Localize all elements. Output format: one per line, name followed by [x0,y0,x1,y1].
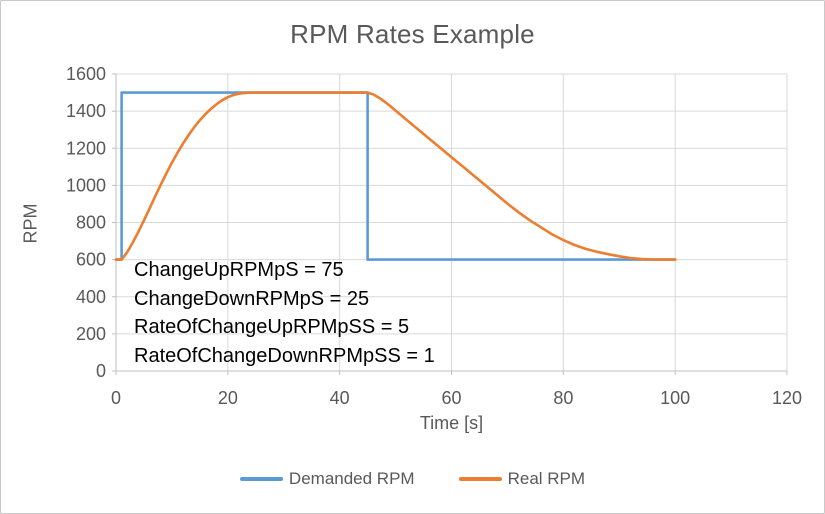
x-tick-label: 80 [553,388,573,408]
y-tick-label: 0 [96,361,106,381]
y-tick-label: 1200 [66,138,106,158]
annotation-line: ChangeUpRPMpS = 75 [134,259,344,281]
y-tick-label: 600 [76,250,106,270]
x-tick-label: 60 [441,388,461,408]
x-tick-label: 100 [660,388,690,408]
legend-label: Real RPM [507,469,586,488]
legend-label: Demanded RPM [288,469,415,488]
x-axis-title: Time [s] [419,413,484,433]
annotation-line: RateOfChangeDownRPMpSS = 1 [134,344,435,367]
series-line-real-rpm [114,91,677,261]
annotation-text-box: ChangeUpRPMpS = 75 ChangeDownRPMpS = 25 … [134,256,435,370]
annotation-line: RateOfChangeUpRPMpSS = 5 [134,316,410,338]
x-tick-label: 40 [330,388,350,408]
x-tick-label: 120 [772,388,802,408]
legend-item-real-rpm: Real RPM [458,469,586,489]
y-tick-label: 800 [76,213,106,233]
y-axis-title: RPM [20,203,41,244]
legend: Demanded RPM Real RPM [1,469,824,489]
x-tick-label: 20 [218,388,238,408]
legend-line-swatch [239,477,283,481]
legend-line-swatch [458,477,502,481]
legend-item-demanded-rpm: Demanded RPM [239,469,415,489]
y-tick-label: 1600 [66,64,106,84]
y-tick-label: 400 [76,287,106,307]
y-tick-label: 1400 [66,101,106,121]
y-tick-label: 200 [76,324,106,344]
annotation-line: ChangeDownRPMpS = 25 [134,287,370,310]
series-line-demanded-rpm [114,91,677,261]
x-tick-label: 0 [111,388,121,408]
chart-title: RPM Rates Example [290,19,535,49]
y-tick-label: 1000 [66,175,106,195]
